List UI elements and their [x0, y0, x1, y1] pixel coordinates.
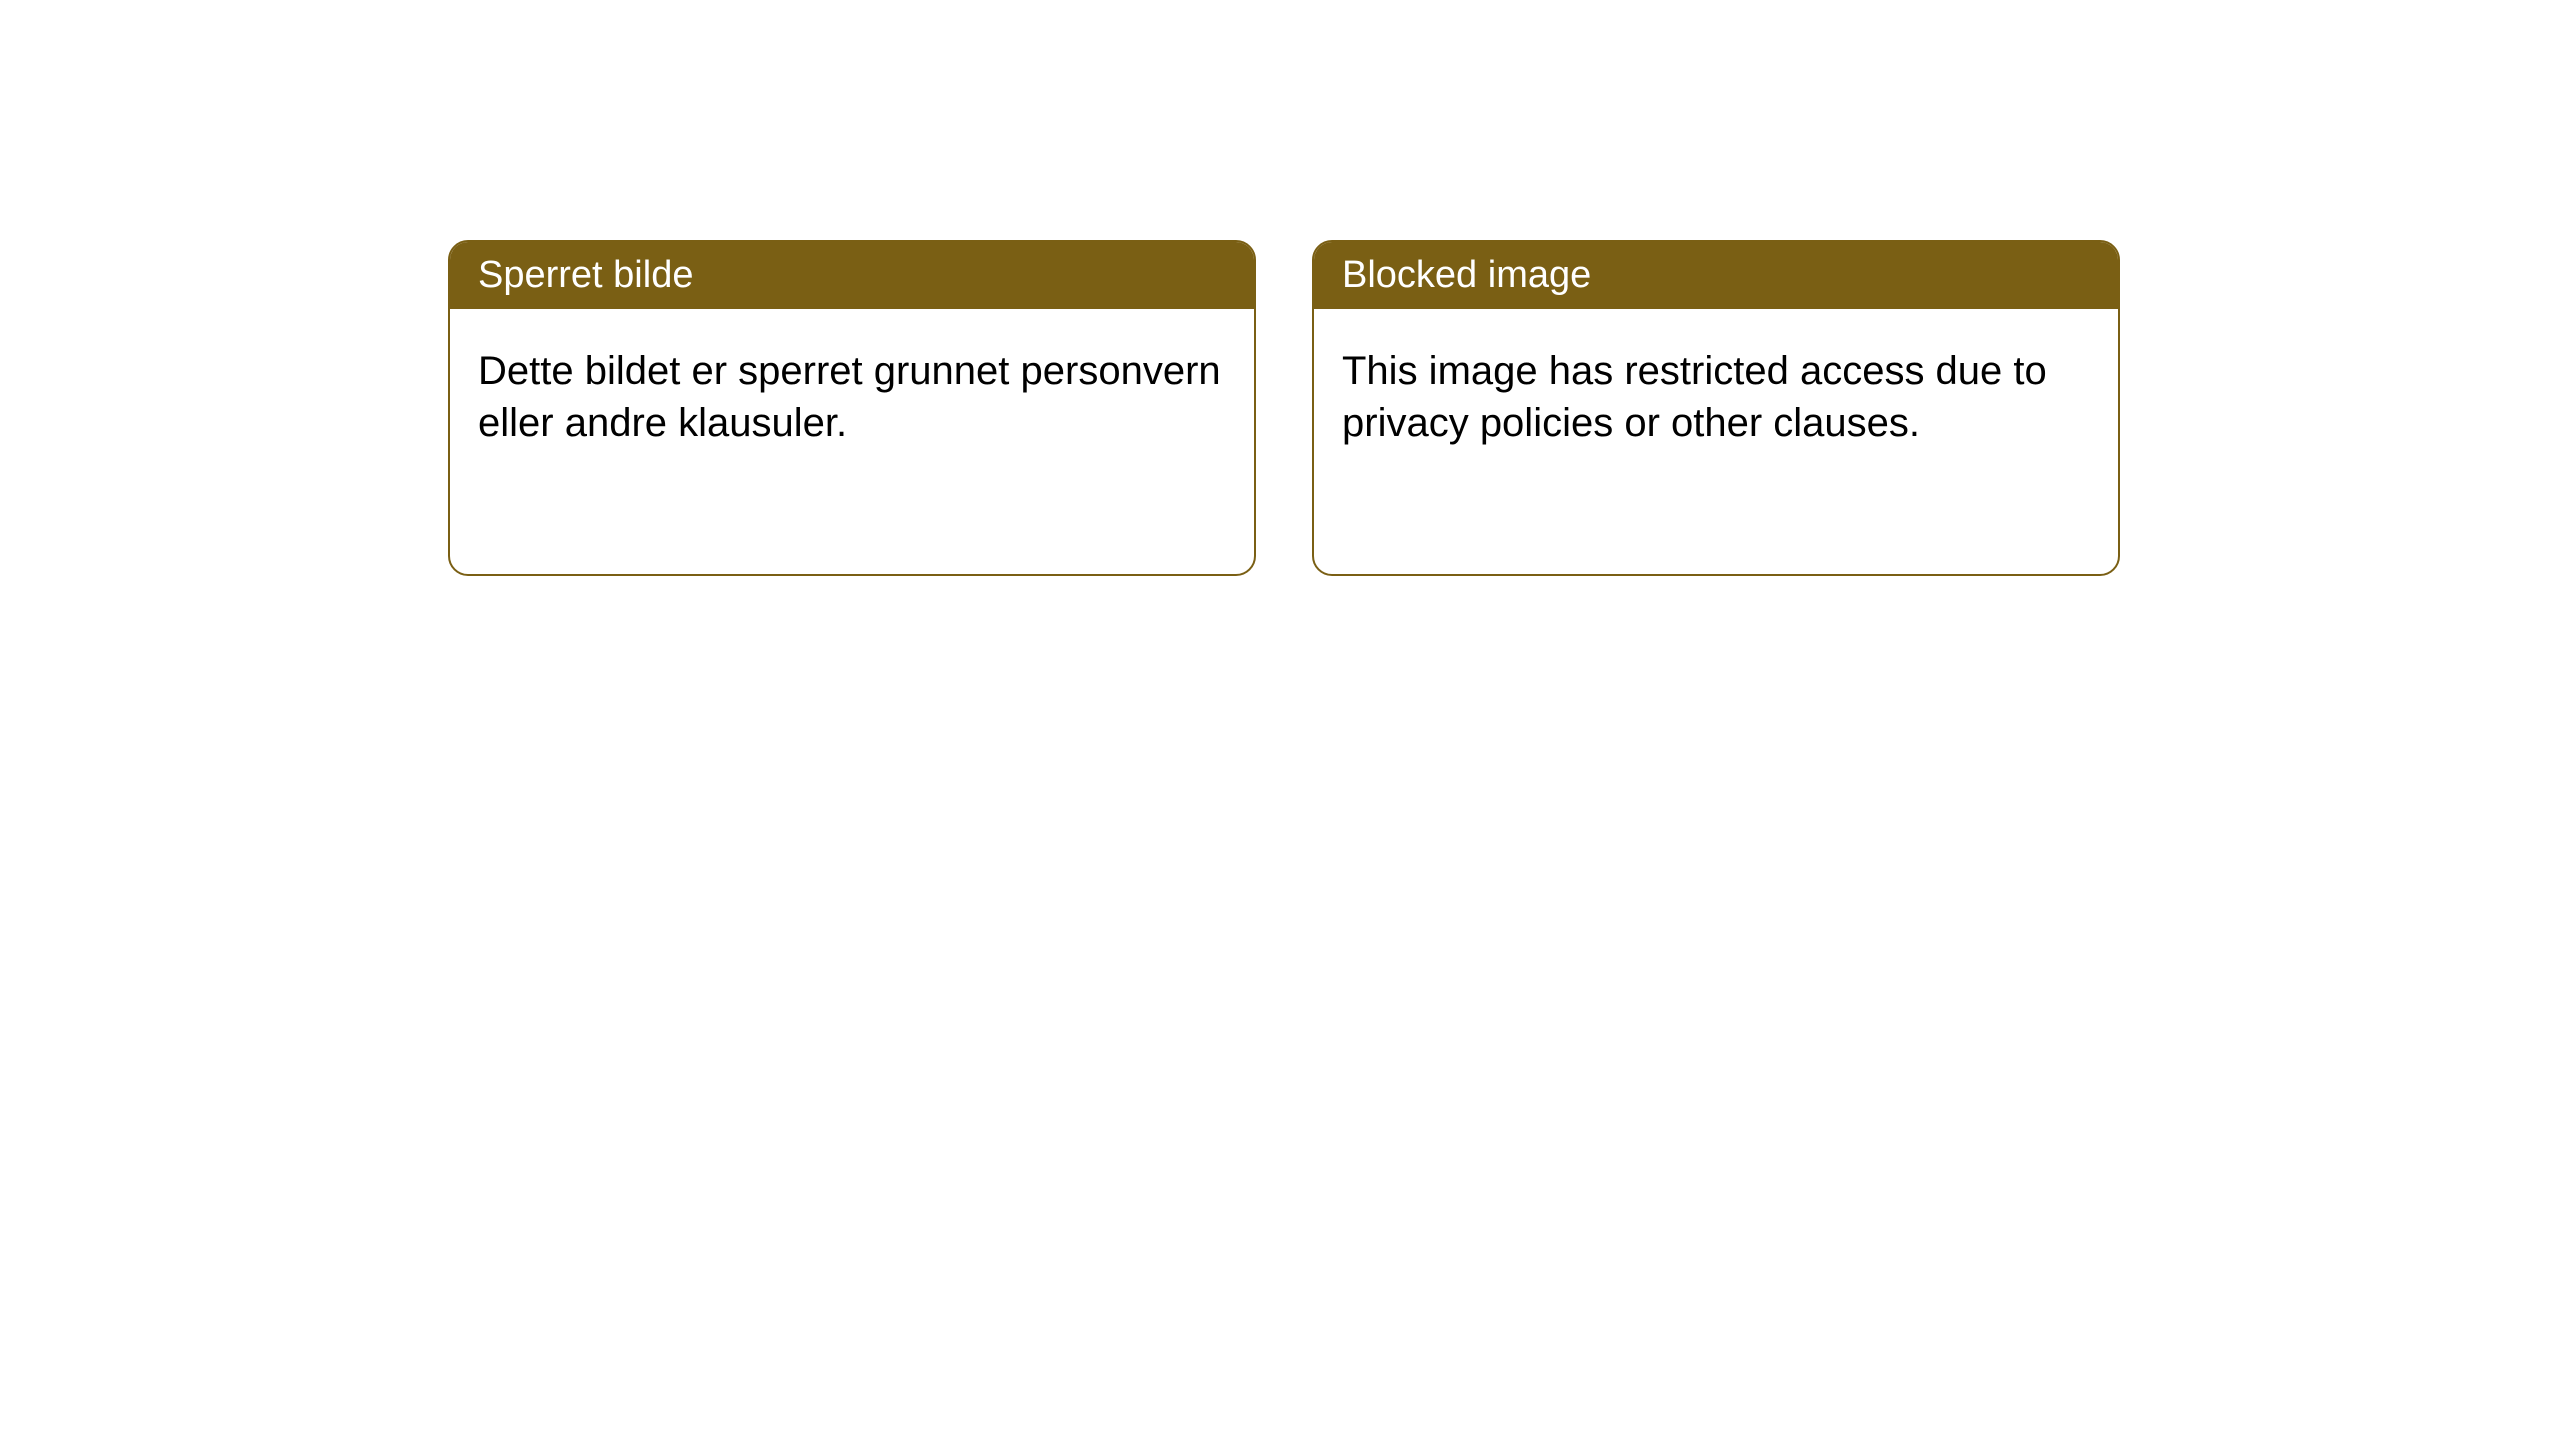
card-header: Blocked image — [1314, 242, 2118, 309]
card-header: Sperret bilde — [450, 242, 1254, 309]
notice-card-english: Blocked image This image has restricted … — [1312, 240, 2120, 576]
card-title: Sperret bilde — [478, 254, 693, 296]
notice-card-norwegian: Sperret bilde Dette bildet er sperret gr… — [448, 240, 1256, 576]
card-body: This image has restricted access due to … — [1314, 309, 2118, 485]
notice-cards-container: Sperret bilde Dette bildet er sperret gr… — [448, 240, 2560, 576]
card-body-text: This image has restricted access due to … — [1342, 349, 2047, 445]
card-body-text: Dette bildet er sperret grunnet personve… — [478, 349, 1221, 445]
card-title: Blocked image — [1342, 254, 1591, 296]
card-body: Dette bildet er sperret grunnet personve… — [450, 309, 1254, 485]
